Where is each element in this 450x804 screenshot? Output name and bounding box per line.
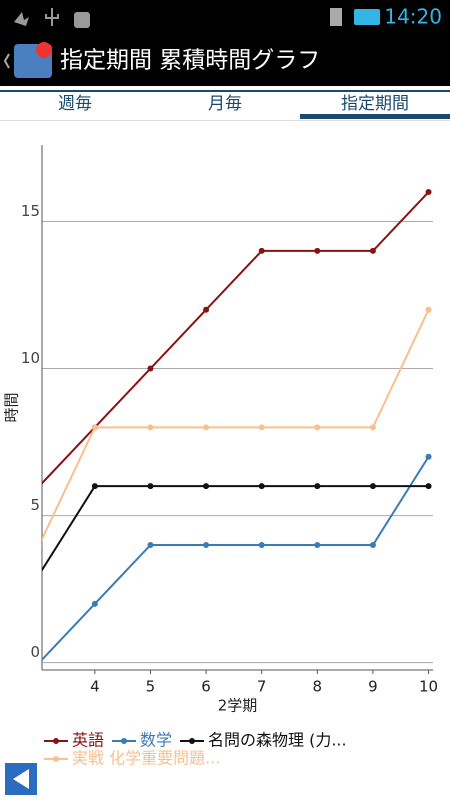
legend-entry: 実戦 化学重要問題... (44, 749, 220, 768)
x-tick-label: 7 (257, 678, 267, 696)
y-tick-label: 15 (21, 202, 40, 220)
back-nav[interactable] (3, 42, 52, 78)
data-point (203, 306, 210, 313)
data-point (91, 483, 98, 490)
x-tick-label: 8 (313, 678, 323, 696)
clock: 14:20 (384, 5, 442, 29)
data-point (314, 483, 321, 490)
plot-area (42, 189, 432, 664)
legend-dot (189, 738, 195, 744)
status-bar (0, 0, 450, 36)
data-point (258, 247, 265, 254)
y-axis-label: 時間 (3, 392, 21, 422)
data-point (258, 542, 265, 548)
tab[interactable]: 指定期間 (300, 94, 450, 119)
data-point (425, 306, 432, 313)
battery-icon (354, 9, 380, 25)
series-line (42, 309, 430, 542)
legend-label: 実戦 化学重要問題... (72, 749, 220, 768)
legend-entry: 数学 (112, 731, 172, 750)
y-tick-label: 10 (21, 349, 40, 367)
back-arrow (13, 769, 29, 789)
data-point (425, 483, 432, 490)
tab-bar: 週毎 月毎 指定期間 (58, 94, 450, 119)
data-point (42, 485, 43, 488)
data-point (314, 542, 321, 548)
data-point (42, 543, 43, 547)
tab-label: 指定期間 (341, 94, 409, 114)
x-tick-label: 9 (368, 678, 378, 696)
action-bar (0, 36, 450, 86)
series-line (42, 485, 429, 572)
back-button[interactable] (5, 763, 37, 795)
data-point (369, 424, 376, 431)
page-title: 指定期間 累積時間グラフ (60, 48, 320, 74)
data-point (147, 424, 154, 431)
tab[interactable]: 月毎 (208, 94, 242, 114)
app-icon-clock (36, 42, 52, 58)
back-caret (3, 53, 10, 69)
data-point (425, 189, 432, 196)
data-point (369, 247, 376, 254)
data-point (91, 600, 98, 607)
tab[interactable]: 週毎 (58, 94, 92, 114)
data-point (258, 424, 265, 431)
legend-dot (53, 738, 59, 744)
data-point (147, 365, 154, 372)
x-tick-label: 10 (419, 678, 438, 696)
y-tick-label: 0 (30, 643, 40, 661)
y-tick-label: 5 (30, 496, 40, 514)
data-point (258, 483, 265, 490)
x-tick-label: 4 (90, 678, 100, 696)
x-tick-label: 5 (146, 678, 156, 696)
data-point (203, 542, 210, 548)
tab-top-line (0, 90, 450, 92)
series-line (42, 456, 430, 662)
tab-divider (0, 120, 450, 121)
legend-dot (121, 738, 127, 744)
data-point (147, 542, 154, 548)
data-point (314, 424, 321, 431)
tab-label: 週毎 (58, 94, 92, 114)
status-icon (14, 12, 29, 26)
legend-entry: 英語 (44, 731, 104, 750)
legend-label: 英語 (72, 731, 104, 750)
data-point (425, 453, 432, 460)
data-point (42, 661, 43, 664)
data-point (369, 542, 376, 548)
tab-indicator (300, 114, 450, 119)
data-point (147, 483, 154, 490)
series-line (42, 191, 430, 485)
legend-dot (53, 756, 59, 762)
legend-entry: 名問の森物理 (力... (180, 731, 347, 750)
data-point (91, 424, 98, 431)
x-axis-label: 2学期 (218, 697, 258, 715)
data-point (42, 573, 43, 576)
signal-icon (330, 8, 342, 26)
data-point (203, 424, 210, 431)
data-point (314, 247, 321, 254)
x-tick-label: 6 (201, 678, 211, 696)
usb-icon (45, 8, 59, 26)
data-point (203, 483, 210, 490)
legend-label: 名問の森物理 (力... (208, 731, 347, 750)
data-point (369, 483, 376, 490)
android-icon (74, 12, 90, 28)
tab-label: 月毎 (208, 94, 242, 114)
legend-label: 数学 (140, 731, 172, 750)
